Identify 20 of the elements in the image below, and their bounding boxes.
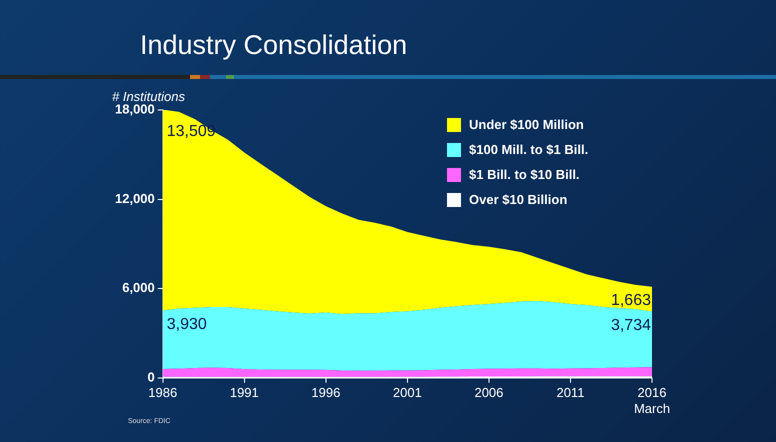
legend-label: Over $10 Billion (469, 192, 568, 207)
x-tick-label: 1996 (311, 385, 340, 400)
x-tick-label: 2016 March (634, 385, 670, 416)
x-tick-label: 2006 (474, 385, 504, 400)
x-tick-label: 2011 (556, 385, 584, 400)
x-tick-label: 2001 (392, 385, 422, 400)
data-label: 3,930 (166, 316, 207, 333)
y-tick-label: 12,000 (114, 190, 155, 206)
legend-label: Under $100 Million (469, 117, 584, 132)
legend-label: $1 Bill. to $10 Bill. (469, 167, 580, 182)
x-tick-label: 1986 (148, 385, 178, 400)
y-tick-label: 0 (148, 369, 155, 384)
chart-title: Industry Consolidation (140, 30, 408, 61)
data-label: 1,663 (610, 292, 652, 310)
y-tick-label: 6,000 (122, 280, 155, 296)
y-axis-title: # Institutions (112, 89, 185, 104)
legend-label: $100 Mill. to $1 Bill. (469, 142, 588, 157)
data-label: 3,734 (610, 316, 652, 334)
y-tick-label: 18,000 (114, 102, 155, 117)
x-tick-label: 1991 (230, 385, 259, 400)
